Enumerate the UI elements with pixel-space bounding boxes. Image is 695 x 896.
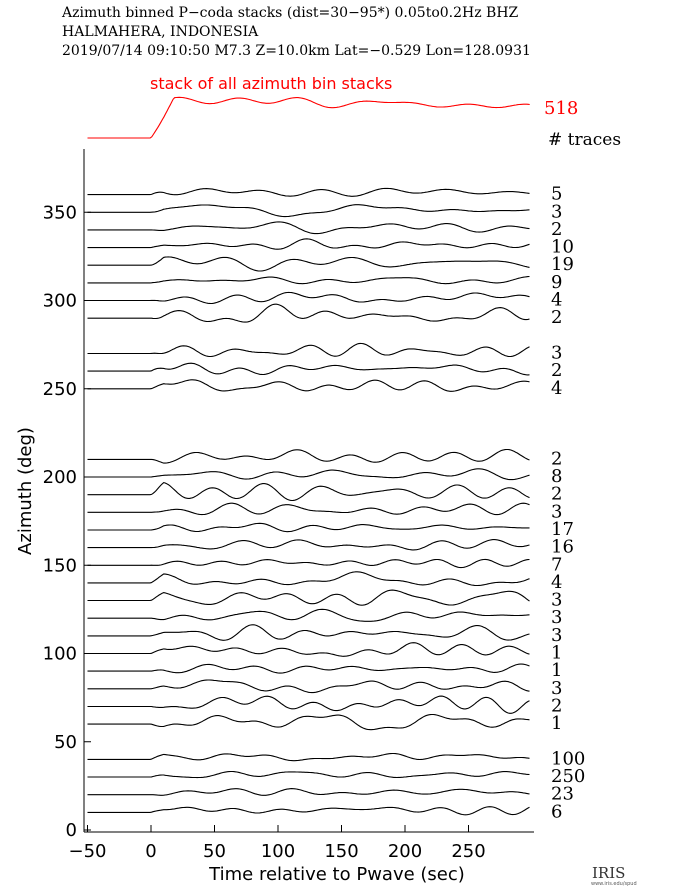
trace-count-label: 3 — [551, 501, 562, 522]
trace-count-label: 9 — [551, 272, 562, 293]
azimuth-traces — [87, 187, 530, 816]
trace-count-label: 23 — [551, 784, 574, 805]
azimuth-trace — [87, 642, 530, 657]
azimuth-trace — [87, 788, 530, 796]
trace-count-label: 3 — [551, 201, 562, 222]
trace-count-label: 7 — [551, 554, 562, 575]
trace-count-label: 1 — [551, 713, 562, 734]
x-tick-label: 50 — [203, 841, 226, 862]
trace-count-label: 3 — [551, 590, 562, 611]
trace-count-label: 16 — [551, 537, 574, 558]
azimuth-trace — [87, 187, 530, 197]
trace-count-label: 2 — [551, 484, 562, 505]
x-tick-label: 150 — [324, 841, 358, 862]
y-tick-label: 200 — [43, 467, 77, 488]
x-tick-label: −50 — [69, 841, 107, 862]
header-line-1: Azimuth binned P−coda stacks (dist=30−95… — [61, 5, 519, 21]
trace-count-label: 4 — [551, 290, 562, 311]
x-tick-label: 100 — [261, 841, 295, 862]
azimuth-trace — [87, 558, 530, 569]
azimuth-trace — [87, 608, 530, 622]
trace-count-label: 2 — [551, 695, 562, 716]
trace-count-label: 10 — [551, 237, 574, 258]
trace-count-label: 6 — [551, 801, 562, 822]
y-tick-label: 100 — [43, 644, 77, 665]
trace-count-label: 3 — [551, 625, 562, 646]
trace-count-label: 2 — [551, 307, 562, 328]
azimuth-trace — [87, 303, 530, 323]
trace-count-label: 19 — [551, 254, 574, 275]
azimuth-trace — [87, 362, 530, 376]
azimuth-trace — [87, 695, 530, 714]
stack-count: 518 — [544, 98, 578, 119]
azimuth-trace — [87, 571, 530, 587]
azimuth-trace — [87, 481, 530, 502]
y-tick-label: 300 — [43, 291, 77, 312]
trace-count-label: 250 — [551, 766, 585, 787]
trace-count-label: 17 — [551, 519, 574, 540]
trace-count-label: 5 — [551, 184, 562, 205]
x-tick-label: 0 — [145, 841, 156, 862]
azimuth-trace — [87, 522, 530, 533]
azimuth-trace — [87, 502, 530, 516]
trace-count-label: 3 — [551, 678, 562, 699]
y-tick-label: 150 — [43, 555, 77, 576]
azimuth-trace — [87, 468, 530, 481]
azimuth-trace — [87, 770, 530, 779]
trace-count-label: 2 — [551, 360, 562, 381]
iris-logo-text: IRIS — [592, 864, 625, 882]
azimuth-trace — [87, 256, 530, 272]
trace-count-label: 2 — [551, 219, 562, 240]
azimuth-trace — [87, 624, 530, 641]
trace-count-label: 3 — [551, 342, 562, 363]
azimuth-trace — [87, 713, 530, 731]
trace-count-label: 3 — [551, 607, 562, 628]
azimuth-trace — [87, 806, 530, 816]
header-line-2: HALMAHERA, INDONESIA — [62, 24, 259, 40]
stack-trace — [87, 96, 530, 139]
trace-count-label: 8 — [551, 466, 562, 487]
trace-count-label: 4 — [551, 572, 562, 593]
plot-frame — [83, 149, 534, 833]
iris-logo: IRIS www.iris.edu/spud — [591, 864, 637, 887]
y-tick-label: 50 — [54, 732, 77, 753]
stack-title: stack of all azimuth bin stacks — [150, 74, 392, 93]
azimuth-trace — [87, 752, 530, 762]
x-axis-label: Time relative to Pwave (sec) — [208, 864, 465, 885]
azimuth-trace — [87, 275, 530, 285]
azimuth-trace — [87, 238, 530, 250]
azimuth-trace — [87, 379, 530, 392]
azimuth-trace — [87, 342, 530, 358]
trace-count-label: 1 — [551, 660, 562, 681]
iris-logo-url: www.iris.edu/spud — [591, 881, 637, 887]
trace-count-label: 100 — [551, 748, 585, 769]
x-tick-label: 250 — [451, 841, 485, 862]
azimuth-trace — [87, 663, 530, 674]
azimuth-trace — [87, 589, 530, 606]
azimuth-trace — [87, 448, 530, 464]
azimuth-trace — [87, 204, 530, 218]
azimuth-trace — [87, 291, 530, 305]
x-tick-label: 200 — [388, 841, 422, 862]
stack-trace-group — [87, 96, 530, 139]
y-tick-label: 0 — [66, 820, 77, 841]
trace-count-label: 1 — [551, 643, 562, 664]
azimuth-trace — [87, 539, 530, 551]
y-tick-label: 350 — [43, 202, 77, 223]
azimuth-trace — [87, 221, 530, 235]
traces-column-header: # traces — [548, 130, 621, 150]
trace-count-label: 2 — [551, 448, 562, 469]
y-axis-label: Azimuth (deg) — [15, 427, 36, 555]
azimuth-trace — [87, 679, 530, 694]
trace-count-label: 4 — [551, 378, 562, 399]
header-line-3: 2019/07/14 09:10:50 M7.3 Z=10.0km Lat=−0… — [62, 43, 531, 59]
y-tick-label: 250 — [43, 379, 77, 400]
